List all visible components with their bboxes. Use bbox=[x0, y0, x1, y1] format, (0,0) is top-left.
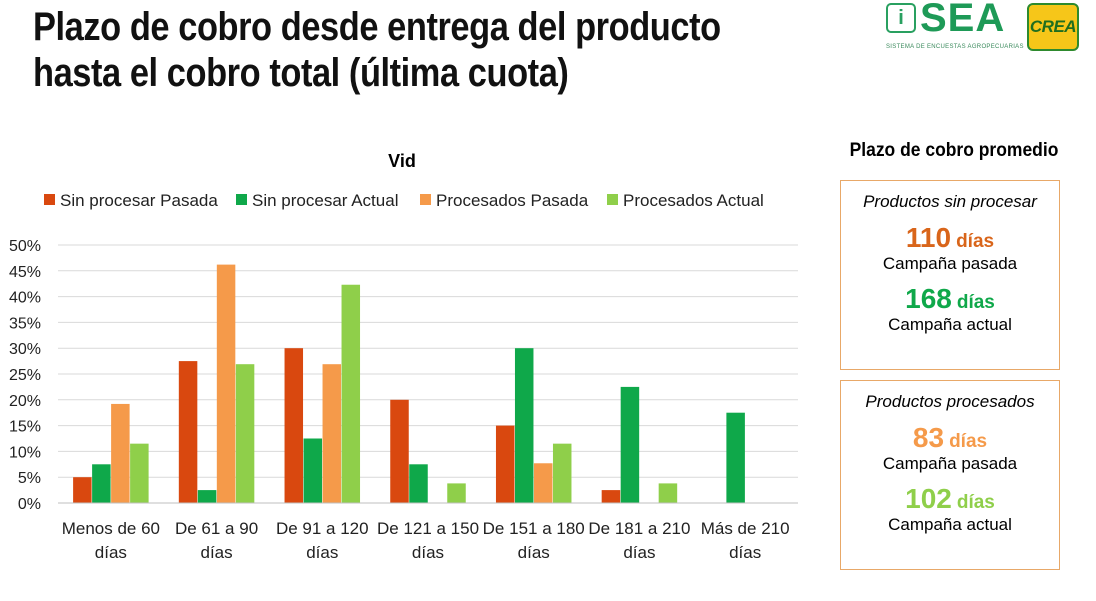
metric-unit: días bbox=[956, 292, 995, 313]
y-tick-label: 25% bbox=[9, 367, 41, 384]
bar bbox=[533, 463, 553, 503]
x-tick-label: días bbox=[201, 543, 233, 562]
y-tick-label: 50% bbox=[9, 238, 41, 255]
bar bbox=[495, 425, 515, 503]
legend-label: Sin procesar Actual bbox=[252, 191, 398, 210]
bar bbox=[284, 348, 304, 503]
bar bbox=[409, 464, 428, 503]
y-tick-label: 5% bbox=[18, 470, 41, 487]
bar bbox=[303, 438, 323, 503]
crea-logo: CREA bbox=[1027, 3, 1079, 51]
legend-label: Sin procesar Pasada bbox=[60, 191, 218, 210]
bar bbox=[178, 361, 198, 503]
legend-label: Procesados Actual bbox=[623, 191, 764, 210]
metric-unit: días bbox=[956, 492, 995, 513]
y-tick-label: 15% bbox=[9, 419, 41, 436]
bar bbox=[447, 483, 466, 503]
sea-logo-word: SEA bbox=[920, 0, 1006, 40]
info-icon: i bbox=[886, 3, 916, 33]
metric-label: Campaña pasada bbox=[882, 254, 1018, 273]
bar bbox=[726, 412, 745, 503]
x-tick-label: días bbox=[518, 543, 550, 562]
legend-swatch bbox=[44, 194, 55, 205]
legend-swatch bbox=[420, 194, 431, 205]
y-tick-label: 35% bbox=[9, 315, 41, 332]
metric-label: Campaña actual bbox=[888, 315, 1012, 334]
summary-box-procesados: Productos procesados 83 días Campaña pasa… bbox=[840, 380, 1060, 570]
metric-value: 102 bbox=[905, 483, 952, 514]
bar bbox=[514, 348, 534, 503]
sea-logo-subtitle: SISTEMA DE ENCUESTAS AGROPECUARIAS bbox=[886, 44, 1024, 50]
metric-label: Campaña actual bbox=[888, 515, 1012, 534]
page-title-line-2: hasta el cobro total (última cuota) bbox=[33, 51, 569, 95]
bar bbox=[552, 443, 572, 503]
page-title-line-1: Plazo de cobro desde entrega del product… bbox=[33, 5, 721, 49]
x-tick-label: días bbox=[306, 543, 338, 562]
sea-logo: i SEA SISTEMA DE ENCUESTAS AGROPECUARIAS bbox=[886, 0, 1023, 54]
y-tick-label: 40% bbox=[9, 290, 41, 307]
metric-value: 83 bbox=[912, 422, 945, 453]
y-tick-label: 45% bbox=[9, 264, 41, 281]
metric-label: Campaña pasada bbox=[882, 454, 1018, 473]
y-tick-label: 0% bbox=[18, 496, 41, 513]
chart-title: Vid bbox=[388, 151, 416, 171]
x-tick-label: De 91 a 120 bbox=[276, 519, 369, 538]
legend-swatch bbox=[236, 194, 247, 205]
bar bbox=[111, 403, 130, 503]
summary-box-heading: Productos sin procesar bbox=[863, 192, 1037, 211]
metric-value: 168 bbox=[905, 283, 952, 314]
metric-actual: 168 días bbox=[841, 284, 1059, 314]
x-tick-label: De 151 a 180 bbox=[483, 519, 585, 538]
bar bbox=[130, 443, 149, 503]
y-tick-label: 10% bbox=[9, 444, 41, 461]
bar bbox=[73, 477, 92, 503]
bar bbox=[216, 264, 236, 503]
x-tick-label: Más de 210 bbox=[701, 519, 790, 538]
x-tick-label: días bbox=[412, 543, 444, 562]
metric-unit: días bbox=[949, 431, 988, 452]
x-tick-label: días bbox=[729, 543, 761, 562]
bar bbox=[658, 483, 678, 503]
metric-pasada: 110 días bbox=[841, 223, 1059, 253]
bar bbox=[322, 364, 342, 503]
x-tick-label: días bbox=[623, 543, 655, 562]
bar-chart: Vid Sin procesar Pasada Sin procesar Actua… bbox=[9, 151, 798, 562]
x-tick-label: días bbox=[95, 543, 127, 562]
legend-swatch bbox=[607, 194, 618, 205]
bar bbox=[341, 284, 361, 503]
metric-value: 110 bbox=[905, 222, 952, 253]
y-tick-label: 20% bbox=[9, 393, 41, 410]
page-title: Plazo de cobro desde entrega del product… bbox=[33, 4, 807, 96]
bar bbox=[235, 364, 255, 503]
metric-actual: 102 días bbox=[841, 484, 1059, 514]
x-tick-label: De 121 a 150 bbox=[377, 519, 479, 538]
legend-label: Procesados Pasada bbox=[436, 191, 589, 210]
bar bbox=[197, 490, 217, 503]
x-tick-label: De 181 a 210 bbox=[588, 519, 690, 538]
x-tick-label: De 61 a 90 bbox=[175, 519, 258, 538]
summary-box-heading: Productos procesados bbox=[865, 392, 1035, 411]
bar bbox=[390, 399, 409, 503]
metric-unit: días bbox=[956, 231, 995, 252]
bar bbox=[92, 464, 111, 503]
bar bbox=[601, 490, 621, 503]
x-tick-label: Menos de 60 bbox=[62, 519, 160, 538]
metric-pasada: 83 días bbox=[841, 423, 1059, 453]
summary-box-sin-procesar: Productos sin procesar 110 días Campaña p… bbox=[840, 180, 1060, 370]
y-tick-label: 30% bbox=[9, 341, 41, 358]
summary-title: Plazo de cobro promedio bbox=[849, 140, 1059, 161]
crea-logo-word: CREA bbox=[1029, 17, 1077, 36]
bar bbox=[620, 386, 640, 503]
